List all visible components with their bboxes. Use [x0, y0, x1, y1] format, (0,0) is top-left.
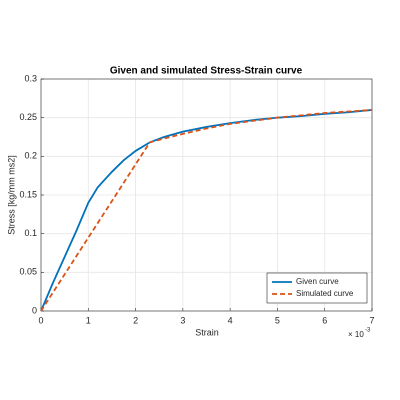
y-tick-label: 0.15 [19, 189, 37, 199]
legend-box [266, 272, 368, 304]
x-multiplier: × 10 [348, 330, 364, 339]
data-line [40, 109, 373, 312]
legend-label: Simulated curve [296, 289, 354, 298]
x-tick-label: 3 [180, 315, 185, 325]
x-tick-label: 6 [322, 315, 327, 325]
y-axis-label: Stress [kg/mm ms2] [6, 155, 16, 235]
y-tick-label: 0.1 [24, 228, 37, 238]
x-exponent: -3 [365, 328, 371, 334]
legend-label: Given curve [296, 277, 339, 286]
x-tick-label: 5 [275, 315, 280, 325]
y-tick-label: 0.25 [19, 112, 37, 122]
y-tick-label: 0 [32, 305, 37, 315]
x-tick-label: 7 [369, 315, 374, 325]
x-tick-label: 1 [86, 315, 91, 325]
chart-title: Given and simulated Stress-Strain curve [110, 66, 303, 77]
x-tick-label: 2 [133, 315, 138, 325]
x-tick-label: 0 [38, 315, 43, 325]
y-tick-label: 0.3 [24, 73, 37, 83]
plot-frame [40, 78, 373, 312]
y-tick-label: 0.2 [24, 151, 37, 161]
x-axis-label: Strain [195, 327, 219, 337]
y-tick-label: 0.05 [19, 267, 37, 277]
x-tick-label: 4 [228, 315, 233, 325]
